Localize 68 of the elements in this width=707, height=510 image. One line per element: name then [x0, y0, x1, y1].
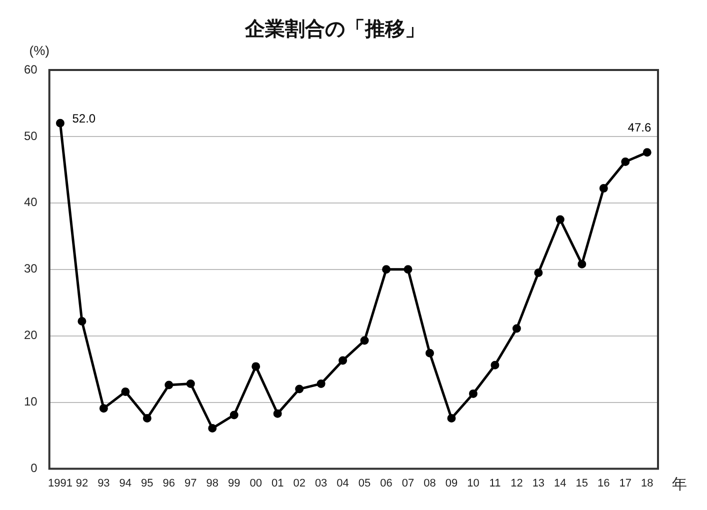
x-tick-label: 05 [358, 477, 371, 490]
y-axis-title: (%) [29, 43, 50, 58]
x-axis-title: 年 [672, 476, 687, 493]
x-tick-label: 94 [119, 477, 132, 490]
point [447, 414, 456, 423]
y-tick-label: 30 [24, 262, 38, 276]
point [208, 424, 217, 433]
y-tick-label: 60 [24, 62, 38, 76]
point [578, 260, 586, 268]
x-tick-label: 00 [250, 477, 262, 490]
x-tick-label: 11 [489, 477, 501, 490]
x-tick-label: 93 [98, 477, 110, 490]
x-tick-label: 01 [271, 477, 284, 490]
x-tick-label: 1991 [48, 477, 72, 490]
x-tick-label: 12 [510, 477, 523, 490]
point [273, 409, 282, 418]
x-tick-label: 13 [532, 477, 545, 490]
y-tick-label: 0 [30, 461, 38, 476]
x-tick-label: 98 [206, 477, 219, 490]
point [426, 348, 434, 358]
x-tick-label: 03 [314, 477, 328, 490]
chart-title: 企業割合の「推移」 [244, 18, 425, 41]
x-tick-label: 06 [380, 477, 392, 490]
x-tick-label: 16 [598, 477, 610, 490]
point [512, 324, 521, 333]
x-tick-label: 04 [336, 477, 349, 490]
point [642, 148, 652, 157]
point [230, 410, 238, 420]
data-label: 47.6 [628, 120, 652, 135]
point [295, 384, 304, 394]
point [599, 184, 608, 193]
x-tick-label: 10 [467, 477, 480, 490]
y-tick-label: 10 [24, 394, 38, 409]
x-tick-label: 92 [76, 477, 88, 490]
point [316, 379, 326, 388]
point [99, 404, 108, 413]
y-tick-label: 50 [24, 128, 38, 143]
point [534, 268, 543, 277]
x-tick-label: 02 [293, 477, 306, 490]
x-tick-label: 17 [619, 477, 632, 490]
point [56, 118, 64, 128]
x-tick-label: 08 [424, 477, 436, 490]
x-tick-label: 96 [162, 477, 176, 490]
point [468, 389, 478, 398]
point [382, 265, 391, 274]
x-tick-label: 14 [554, 477, 566, 490]
point [121, 387, 130, 396]
y-tick-label: 20 [24, 328, 38, 342]
point [164, 380, 174, 390]
x-tick-label: 97 [184, 477, 197, 490]
x-tick-label: 07 [402, 477, 414, 490]
x-tick-label: 18 [641, 477, 654, 490]
point [338, 356, 348, 365]
point [360, 336, 369, 345]
point [404, 265, 412, 274]
x-tick-label: 95 [141, 477, 154, 490]
y-tick-label: 40 [24, 195, 38, 210]
point [142, 414, 152, 423]
x-tick-label: 15 [576, 477, 588, 490]
point [621, 157, 630, 166]
point [556, 215, 564, 224]
point [252, 362, 260, 371]
point [78, 316, 86, 326]
data-label: 52.0 [72, 111, 96, 126]
x-tick-label: 99 [228, 477, 240, 490]
x-tick-label: 09 [445, 477, 458, 490]
point [186, 379, 195, 388]
point [490, 360, 500, 370]
